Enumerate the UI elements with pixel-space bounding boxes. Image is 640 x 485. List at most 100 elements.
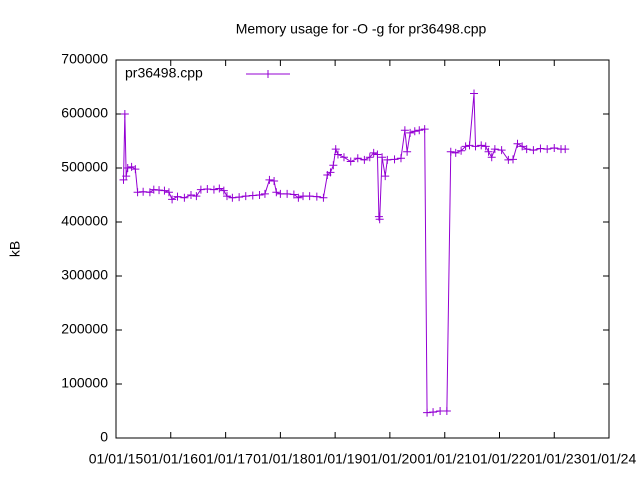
- data-point: [219, 186, 228, 195]
- data-point: [378, 153, 387, 162]
- y-axis-label: kB: [7, 241, 23, 257]
- data-point: [319, 193, 328, 202]
- data-point: [442, 407, 451, 415]
- data-point: [260, 189, 269, 198]
- data-point: [353, 154, 362, 163]
- data-point: [487, 153, 496, 162]
- data-point: [410, 127, 419, 136]
- data-point: [346, 157, 355, 166]
- data-point: [543, 145, 552, 154]
- data-point: [203, 185, 212, 194]
- data-point: [490, 145, 499, 154]
- data-point: [415, 126, 424, 135]
- x-tick-label: 01/01/17: [198, 451, 253, 467]
- data-point: [164, 188, 173, 197]
- data-point: [369, 148, 378, 157]
- data-point: [536, 144, 545, 153]
- data-point: [477, 141, 486, 150]
- data-point: [390, 155, 399, 164]
- y-tick-label: 0: [100, 429, 108, 445]
- data-point: [331, 145, 340, 154]
- data-point: [155, 186, 164, 195]
- data-point: [120, 110, 129, 118]
- data-point: [294, 193, 303, 202]
- data-point: [497, 146, 506, 155]
- data-point: [133, 188, 142, 197]
- data-point: [289, 190, 298, 199]
- y-tick-label: 400000: [61, 213, 108, 229]
- data-point: [403, 147, 412, 156]
- data-point: [339, 153, 348, 162]
- data-point: [465, 141, 474, 150]
- data-point: [209, 185, 218, 194]
- data-point: [276, 189, 285, 198]
- data-point: [420, 125, 429, 134]
- y-tick-label: 700000: [61, 51, 108, 67]
- data-point: [215, 184, 224, 193]
- data-point: [333, 150, 342, 159]
- data-point: [127, 162, 136, 171]
- plot-border: [115, 59, 610, 439]
- legend-label: pr36498.cpp: [125, 65, 203, 81]
- x-tick-label: 01/01/19: [308, 451, 363, 467]
- data-point: [160, 186, 169, 195]
- data-point: [360, 155, 369, 164]
- data-point: [470, 89, 479, 98]
- data-point: [423, 408, 432, 417]
- y-tick-label: 300000: [61, 267, 108, 283]
- data-point: [383, 155, 392, 164]
- data-point: [481, 142, 490, 151]
- legend-marker: [264, 70, 272, 78]
- data-point: [180, 193, 189, 202]
- y-tick-label: 200000: [61, 321, 108, 337]
- y-tick-label: 500000: [61, 159, 108, 175]
- x-tick-label: 01/01/20: [363, 451, 418, 467]
- data-point: [396, 154, 405, 163]
- data-point: [186, 191, 195, 199]
- data-point: [122, 172, 131, 181]
- data-point: [192, 192, 201, 201]
- data-point: [283, 189, 292, 198]
- data-point: [561, 145, 570, 154]
- data-point: [518, 142, 527, 151]
- data-point: [235, 193, 244, 202]
- data-point: [373, 150, 382, 159]
- data-point: [241, 192, 250, 201]
- data-point: [329, 161, 338, 170]
- x-tick-label: 01/01/18: [253, 451, 308, 467]
- data-point: [173, 192, 182, 201]
- data-point: [406, 128, 415, 137]
- x-tick-label: 01/01/24: [582, 451, 637, 467]
- series-line: [122, 93, 566, 414]
- data-point: [509, 155, 518, 164]
- data-point: [381, 172, 390, 181]
- y-tick-label: 600000: [61, 105, 108, 121]
- data-point: [131, 165, 140, 174]
- data-point: [305, 192, 314, 201]
- data-point: [222, 192, 231, 201]
- data-point: [471, 142, 480, 151]
- data-point: [270, 176, 279, 185]
- y-tick-label: 100000: [61, 375, 108, 391]
- data-point: [196, 185, 205, 194]
- data-point: [139, 187, 148, 196]
- x-tick-label: 01/01/22: [472, 451, 527, 467]
- data-point: [513, 139, 522, 148]
- x-tick-label: 01/01/15: [89, 451, 144, 467]
- data-point: [255, 191, 264, 199]
- data-point: [400, 126, 409, 135]
- data-point: [457, 146, 466, 155]
- data-point: [446, 147, 455, 156]
- data-point: [326, 168, 335, 177]
- data-point: [529, 146, 538, 155]
- data-point: [484, 147, 493, 156]
- data-point: [550, 144, 559, 153]
- chart-title: Memory usage for -O -g for pr36498.cpp: [236, 21, 487, 37]
- data-point: [461, 142, 470, 151]
- x-tick-label: 01/01/16: [143, 451, 198, 467]
- data-point: [228, 193, 237, 202]
- x-tick-label: 01/01/21: [418, 451, 473, 467]
- data-point: [375, 215, 384, 224]
